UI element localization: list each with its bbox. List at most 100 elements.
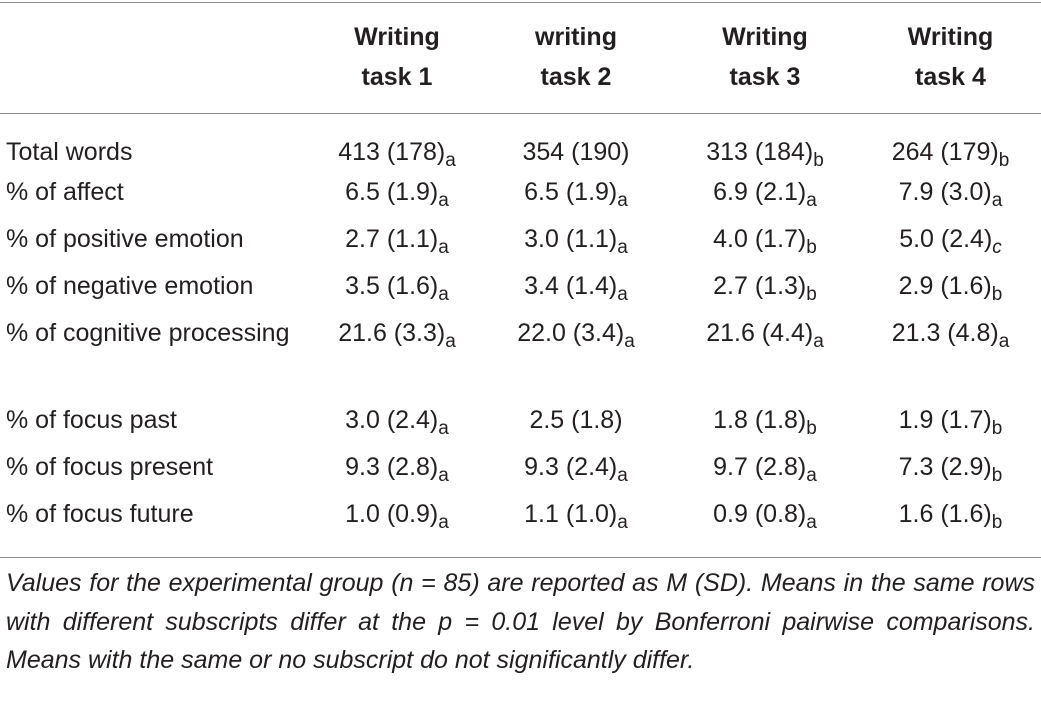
cell-value: 3.0 (1.1) (524, 225, 618, 253)
table-cell: 21.6 (3.3)a (312, 313, 482, 400)
header-cell-empty (0, 0, 312, 114)
cell-value: 3.0 (2.4) (345, 406, 439, 434)
cell-subscript: a (438, 190, 449, 211)
cell-value: 2.7 (1.3) (713, 272, 807, 300)
cell-value: 9.7 (2.8) (713, 453, 807, 481)
table-cell: 313 (184)b (670, 114, 860, 172)
table-cell: 1.6 (1.6)b (860, 494, 1041, 541)
cell-value: 3.5 (1.6) (345, 272, 439, 300)
cell-subscript: b (998, 150, 1010, 171)
cell-subscript: a (806, 190, 817, 211)
table-cell: 21.6 (4.4)a (670, 313, 860, 400)
cell-subscript: b (806, 418, 817, 439)
header-cell-task-3: Writing task 3 (722, 23, 808, 91)
table-top-rule (0, 2, 1041, 3)
header-cell-task-2: writing task 2 (535, 23, 617, 91)
cell-value: 1.1 (1.0) (524, 500, 618, 528)
results-table: Writing task 1 writing task 2 Writing ta… (0, 0, 1041, 541)
table-cell: 6.5 (1.9)a (482, 172, 670, 219)
table-cell: 0.9 (0.8)a (670, 494, 860, 541)
cell-value: 264 (179) (891, 138, 999, 166)
row-label: % of focus future (6, 500, 194, 528)
table-cell: 2.7 (1.1)a (312, 219, 482, 266)
table-header-rule (0, 113, 1041, 114)
cell-value: 5.0 (2.4) (899, 225, 993, 253)
table-row: % of focus past 3.0 (2.4)a 2.5 (1.8) 1.8 (1… (0, 400, 1041, 447)
table-cell: 3.0 (1.1)a (482, 219, 670, 266)
cell-subscript: a (438, 237, 449, 258)
cell-subscript: a (806, 465, 817, 486)
table-body: Total words 413 (178)a 354 (190) 313 (184)b… (0, 114, 1041, 541)
cell-value: 413 (178) (338, 138, 446, 166)
cell-value: 9.3 (2.4) (524, 453, 618, 481)
cell-value: 21.6 (4.4) (706, 319, 814, 347)
cell-subscript: b (806, 284, 817, 305)
cell-subscript: a (617, 512, 628, 533)
table-cell: 22.0 (3.4)a (482, 313, 670, 400)
header-cell-task-4: Writing task 4 (907, 23, 994, 91)
table-cell: 1.9 (1.7)b (860, 400, 1041, 447)
cell-value: 7.3 (2.9) (898, 453, 992, 481)
header-cell-task-1: Writing task 1 (354, 23, 440, 91)
cell-value: 7.9 (3.0) (898, 178, 992, 206)
table-row: % of focus future 1.0 (0.9)a 1.1 (1.0)a 0.9… (0, 494, 1041, 541)
cell-value: 1.8 (1.8) (713, 406, 807, 434)
table-footnote: Values for the experimental group (n = 8… (6, 569, 1035, 674)
cell-subscript: a (438, 284, 449, 305)
table-bottom-rule (0, 557, 1041, 558)
cell-subscript: a (438, 418, 449, 439)
table-row: % of focus present 9.3 (2.8)a 9.3 (2.4)a 9.… (0, 447, 1041, 494)
cell-value: 21.6 (3.3) (338, 319, 446, 347)
cell-subscript: a (813, 331, 824, 352)
cell-subscript: a (445, 150, 456, 171)
row-label: % of focus past (6, 406, 177, 434)
table-cell: 264 (179)b (860, 114, 1041, 172)
cell-subscript: a (438, 465, 449, 486)
cell-value: 21.3 (4.8) (891, 319, 999, 347)
table-cell: 3.5 (1.6)a (312, 266, 482, 313)
table-cell: 3.4 (1.4)a (482, 266, 670, 313)
cell-subscript: b (813, 150, 824, 171)
cell-value: 6.9 (2.1) (713, 178, 807, 206)
cell-value: 2.9 (1.6) (898, 272, 992, 300)
table-cell: 9.3 (2.8)a (312, 447, 482, 494)
table-row: Total words 413 (178)a 354 (190) 313 (184)b… (0, 114, 1041, 172)
cell-value: 354 (190) (522, 138, 630, 166)
cell-subscript: a (991, 190, 1003, 211)
table-row: % of negative emotion 3.5 (1.6)a 3.4 (1.4)… (0, 266, 1041, 313)
table-cell: 1.8 (1.8)b (670, 400, 860, 447)
table-cell: 2.9 (1.6)b (860, 266, 1041, 313)
cell-subscript: a (617, 237, 628, 258)
table-cell: 21.3 (4.8)a (860, 313, 1041, 400)
cell-value: 2.5 (1.8) (529, 406, 623, 434)
table-cell: 7.9 (3.0)a (860, 172, 1041, 219)
cell-value: 1.0 (0.9) (345, 500, 439, 528)
table-row: % of cognitive processing 21.6 (3.3)a 22.0… (0, 313, 1041, 400)
row-label: % of affect (6, 178, 124, 206)
cell-subscript: a (438, 512, 449, 533)
cell-subscript: b (991, 512, 1003, 533)
table-cell: 2.5 (1.8) (482, 400, 670, 447)
row-label: % of negative emotion (6, 272, 254, 300)
table-cell: 3.0 (2.4)a (312, 400, 482, 447)
cell-subscript: a (445, 331, 456, 352)
cell-value: 1.9 (1.7) (898, 406, 992, 434)
table-cell: 6.5 (1.9)a (312, 172, 482, 219)
table-cell: 2.7 (1.3)b (670, 266, 860, 313)
cell-value: 6.5 (1.9) (345, 178, 439, 206)
cell-value: 2.7 (1.1) (345, 225, 439, 253)
cell-subscript: a (617, 465, 628, 486)
table-cell: 4.0 (1.7)b (670, 219, 860, 266)
table-cell: 5.0 (2.4)c (860, 219, 1041, 266)
table-cell: 9.7 (2.8)a (670, 447, 860, 494)
cell-subscript: b (991, 284, 1003, 305)
cell-subscript: a (617, 190, 628, 211)
row-label: % of positive emotion (6, 225, 244, 253)
table-row: % of affect 6.5 (1.9)a 6.5 (1.9)a 6.9 (2.1)… (0, 172, 1041, 219)
table-cell: 354 (190) (482, 114, 670, 172)
cell-value: 9.3 (2.8) (345, 453, 439, 481)
cell-subscript: b (991, 418, 1003, 439)
row-label: Total words (6, 138, 133, 166)
cell-subscript: b (806, 237, 817, 258)
cell-subscript: a (624, 331, 635, 352)
